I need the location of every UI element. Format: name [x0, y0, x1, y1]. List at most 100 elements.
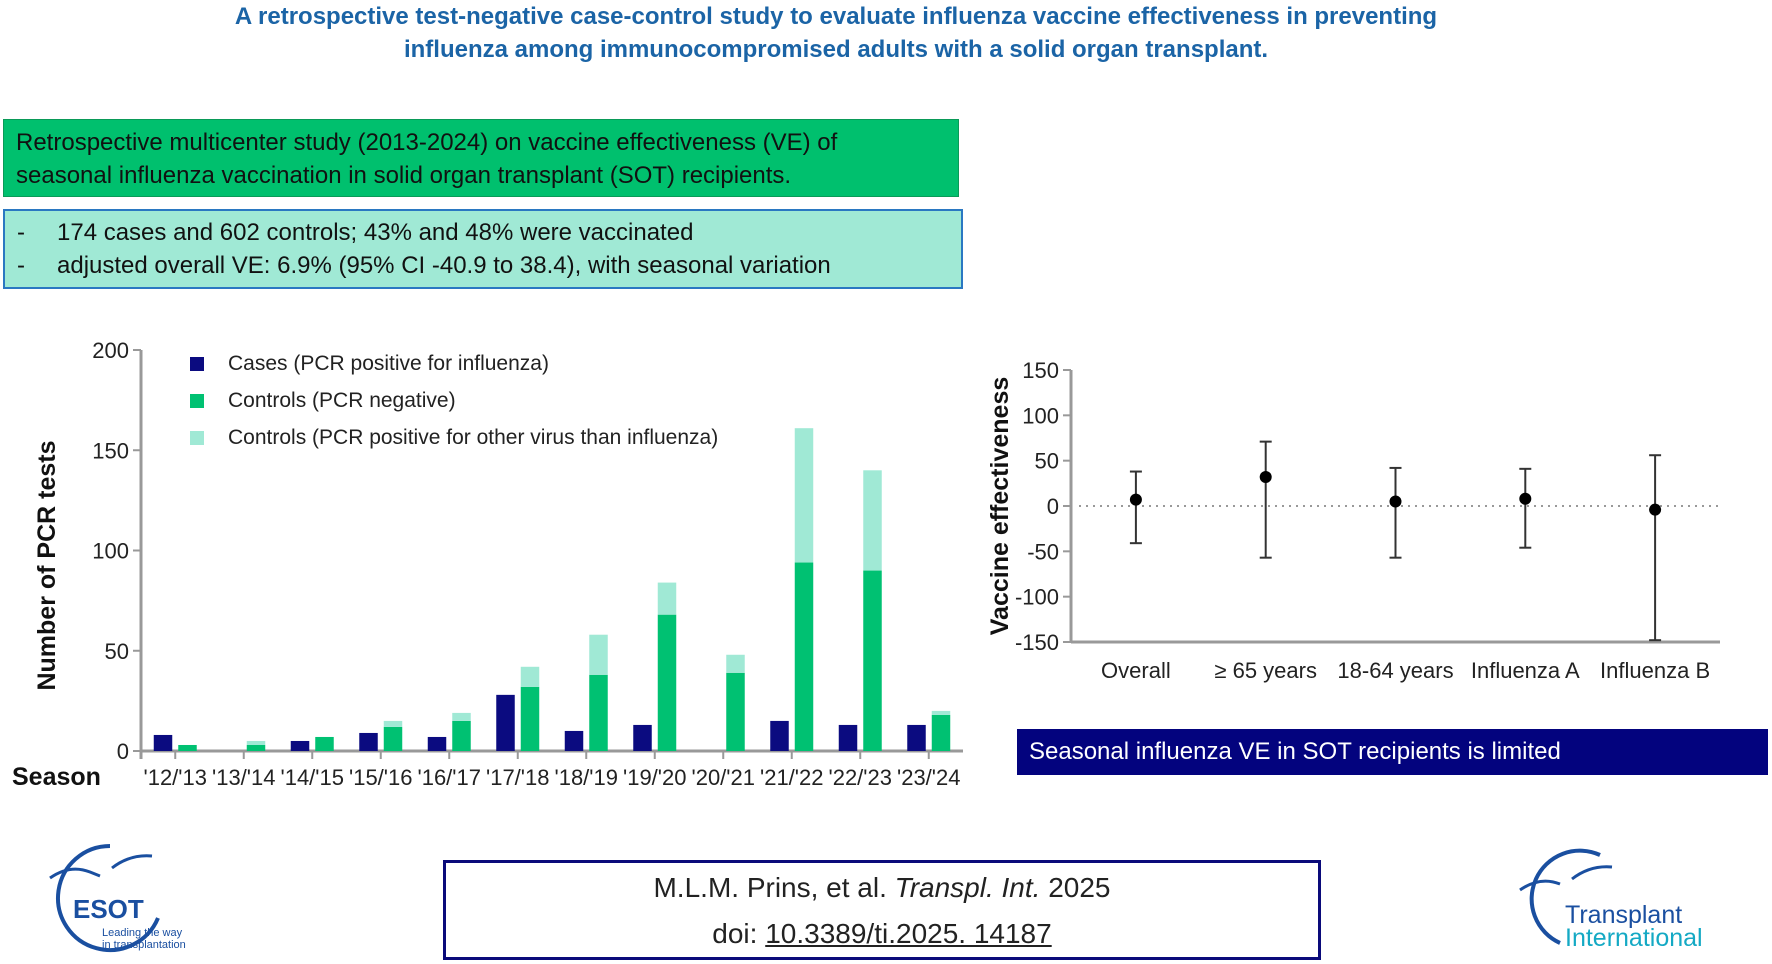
esot-logo: ESOT Leading the way in transplantation [49, 844, 186, 952]
bar-controls-other-virus [246, 740, 266, 745]
citation-box: M.L.M. Prins, et al. Transpl. Int. 2025 … [443, 860, 1321, 960]
x-tick-label: '23/'24 [897, 765, 960, 790]
x-tick-label: ≥ 65 years [1214, 658, 1317, 683]
legend-swatch [190, 431, 204, 445]
finding-item: - 174 cases and 602 controls; 43% and 48%… [17, 216, 949, 249]
bar-controls-negative [863, 570, 882, 751]
y-tick-label: 200 [92, 338, 129, 363]
bar-controls-negative [520, 686, 540, 751]
x-axis-title: Season [12, 763, 101, 791]
bar-controls-other-virus [657, 582, 677, 615]
bar-controls-negative [452, 720, 471, 751]
x-tick-label: '12/'13 [144, 765, 207, 790]
citation-reference: M.L.M. Prins, et al. Transpl. Int. 2025 [446, 865, 1318, 911]
summary-line-1: Retrospective multicenter study (2013-20… [16, 129, 838, 156]
bar-cases [359, 732, 378, 751]
bar-controls-negative [589, 674, 608, 751]
bar-controls-other-virus [383, 720, 403, 727]
point-estimate [1389, 495, 1402, 508]
y-tick-label: 100 [92, 539, 129, 564]
x-tick-label: Influenza A [1471, 658, 1580, 683]
conclusion-banner: Seasonal influenza VE in SOT recipients … [1017, 729, 1768, 775]
ti-line-1: Transplant [1565, 901, 1682, 929]
y-tick-label: -50 [1027, 539, 1059, 564]
bar-controls-other-virus [794, 428, 814, 563]
point-estimate [1129, 493, 1142, 506]
citation-year: 2025 [1048, 872, 1111, 903]
bar-controls-negative [657, 614, 677, 751]
forest-plot-vaccine-effectiveness: -150 -100 -50 0 50 100 150 Vaccine effectivenes… [986, 358, 1720, 683]
bar-cases [153, 734, 173, 751]
x-tick-label: '15/'16 [349, 765, 412, 790]
legend-swatch [190, 357, 204, 371]
esot-tagline-2: in transplantation [102, 939, 186, 951]
finding-item: - adjusted overall VE: 6.9% (95% CI -40.9… [17, 249, 949, 282]
doi-link[interactable]: 10.3389/ti.2025. 14187 [765, 918, 1052, 949]
study-summary-box: Retrospective multicenter study (2013-20… [3, 119, 959, 197]
esot-logo-arc [56, 844, 160, 952]
citation-doi-line: doi: 10.3389/ti.2025. 14187 [446, 911, 1318, 957]
hands-icon [49, 854, 153, 880]
bar-controls-negative [794, 562, 814, 751]
page-title: A retrospective test-negative case-contr… [0, 0, 1672, 66]
x-tick-label: '21/'22 [760, 765, 823, 790]
bullet: - [17, 219, 25, 246]
bar-cases [290, 740, 310, 751]
bar-cases [633, 724, 652, 751]
bar-controls-negative [315, 736, 334, 751]
bar-cases [907, 724, 926, 751]
y-tick-label: 50 [105, 639, 129, 664]
title-line-1: A retrospective test-negative case-contr… [234, 3, 1438, 30]
x-tick-label: '14/'15 [281, 765, 344, 790]
bar-controls-negative [931, 714, 951, 751]
bar-controls-other-virus [931, 710, 951, 715]
bar-controls-negative [178, 744, 197, 751]
x-tick-label: Influenza B [1600, 658, 1710, 683]
finding-text: adjusted overall VE: 6.9% (95% CI -40.9 … [57, 252, 831, 279]
y-tick-label: -100 [1015, 585, 1059, 610]
bullet: - [17, 252, 25, 279]
bar-controls-other-virus [452, 712, 471, 721]
bar-cases [770, 720, 789, 751]
y-tick-label: 0 [1047, 494, 1059, 519]
y-tick-label: 50 [1035, 449, 1059, 474]
ti-logo-arc [1529, 848, 1601, 945]
bar-controls-negative [383, 726, 403, 751]
ti-line-2: International [1565, 924, 1703, 952]
esot-tagline-1: Leading the way [102, 927, 183, 939]
x-tick-label: '18/'19 [555, 765, 618, 790]
bar-controls-negative [246, 744, 266, 751]
y-axis-title: Number of PCR tests [33, 440, 61, 690]
bar-cases [496, 694, 515, 751]
doi-label: doi: [712, 918, 758, 949]
x-tick-label: '20/'21 [692, 765, 755, 790]
legend-label: Controls (PCR negative) [228, 389, 456, 412]
x-tick-label: '13/'14 [212, 765, 275, 790]
point-estimate [1649, 503, 1662, 516]
x-tick-label: '17/'18 [486, 765, 549, 790]
title-line-2: influenza among immunocompromised adults… [403, 36, 1269, 63]
bar-cases [564, 730, 584, 751]
y-axis-title: Vaccine effectiveness [986, 377, 1014, 636]
legend-label: Controls (PCR positive for other virus t… [228, 426, 718, 449]
bar-chart-pcr-tests: 0 50 100 150 200 Number of PCR tests Season '12… [12, 338, 963, 791]
x-tick-label: '19/'20 [623, 765, 686, 790]
esot-name: ESOT [73, 894, 144, 924]
bar-cases [838, 724, 858, 751]
legend-label: Cases (PCR positive for influenza) [228, 352, 549, 375]
bar-controls-other-virus [589, 634, 608, 675]
bar-controls-negative [726, 672, 745, 751]
y-tick-label: 150 [92, 438, 129, 463]
x-tick-label: '16/'17 [418, 765, 481, 790]
bar-controls-other-virus [726, 654, 745, 673]
finding-text: 174 cases and 602 controls; 43% and 48% … [57, 219, 694, 246]
y-tick-label: -150 [1015, 630, 1059, 655]
y-tick-label: 0 [117, 739, 129, 764]
bar-controls-other-virus [863, 470, 882, 571]
citation-journal: Transpl. Int. [894, 872, 1041, 903]
summary-line-2: seasonal influenza vaccination in solid … [16, 162, 792, 189]
transplant-international-logo: Transplant International [1519, 848, 1703, 952]
legend-swatch [190, 394, 204, 408]
bar-controls-other-virus [520, 666, 540, 687]
key-findings-box: - 174 cases and 602 controls; 43% and 48%… [3, 209, 963, 289]
